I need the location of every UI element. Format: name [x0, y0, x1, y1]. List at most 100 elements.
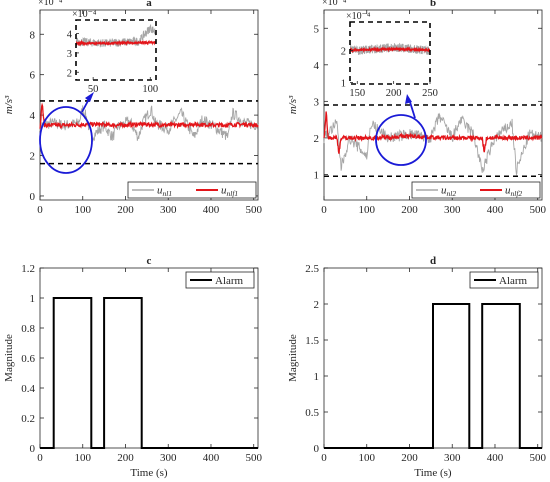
highlight-ellipse [375, 114, 427, 166]
legend-label-nlf2: unlf2 [505, 185, 522, 199]
zoom-arrow-head [85, 92, 94, 102]
inset-border [349, 21, 431, 85]
inset-border [75, 19, 157, 81]
inset-x-tick-label: 50 [88, 84, 99, 95]
x-tick-label: 200 [117, 452, 134, 464]
legend-box [411, 181, 541, 199]
legend-label-main: u [157, 185, 163, 197]
inset-y-tick-label: 1 [341, 78, 346, 89]
x-tick-label: 500 [529, 452, 546, 464]
inset-panel: 50 100 2 3 4 ×10⁻⁴ [67, 9, 158, 95]
legend-label-alarm: Alarm [499, 275, 528, 287]
x-tick-label: 100 [74, 204, 91, 216]
series-line-nlf1 [39, 102, 259, 130]
inset-y-tick-label: 4 [67, 30, 73, 41]
x-tick-label: 100 [358, 452, 375, 464]
chart-panel-b: 0 100 200 300 400 500 1 2 3 4 5 b ×10⁻⁴ m/s³ 150 200 250… [287, 0, 546, 216]
legend: unl2 unlf2 [411, 181, 541, 199]
x-tick-label: 300 [444, 452, 461, 464]
x-tick-label: 0 [37, 204, 43, 216]
panel-title: a [146, 0, 152, 9]
y-tick-label: 2 [30, 151, 36, 163]
y-tick-label: 5 [314, 23, 320, 35]
legend-label-sub: nlf1 [227, 189, 239, 198]
inset-x-tick-label: 250 [422, 88, 438, 99]
y-tick-label: 1 [314, 169, 320, 181]
x-tick-label: 100 [358, 204, 375, 216]
y-axis-label: Magnitude [3, 334, 15, 382]
panel-title: d [430, 255, 436, 267]
inset-x-tick-label: 200 [386, 88, 402, 99]
y-tick-label: 0.6 [21, 353, 35, 365]
legend-box [469, 271, 539, 289]
inset-y-exponent: ×10⁻⁴ [72, 9, 97, 20]
inset-series-line-nl1 [76, 24, 156, 48]
series-line-alarm [324, 303, 542, 449]
highlight-ellipse [39, 106, 93, 174]
x-tick-label: 300 [444, 204, 461, 216]
legend: Alarm [469, 271, 539, 289]
chart-panel-a: 0 100 200 300 400 500 0 2 4 6 8 a ×10⁻⁴ m/s³ 50 100 2 3 4 ×… [3, 0, 262, 216]
y-tick-label: 2 [314, 299, 320, 311]
y-tick-label: 8 [30, 29, 36, 41]
inset-plot-area [76, 24, 156, 48]
x-tick-label: 0 [37, 452, 43, 464]
x-tick-label: 0 [321, 452, 327, 464]
x-tick-label: 500 [529, 204, 546, 216]
legend-label-main: u [441, 185, 447, 197]
inset-y-tick-label: 2 [341, 47, 346, 58]
y-exponent: ×10⁻⁴ [322, 0, 347, 8]
x-tick-label: 200 [117, 204, 134, 216]
x-tick-label: 400 [487, 452, 504, 464]
zoom-arrow [81, 98, 90, 113]
x-tick-label: 400 [487, 204, 504, 216]
x-tick-label: 100 [74, 452, 91, 464]
legend-label-main: u [221, 185, 227, 197]
legend-label-nl2: unl2 [441, 185, 456, 199]
inset-x-tick-label: 100 [142, 84, 158, 95]
x-tick-label: 500 [245, 204, 262, 216]
inset-y-tick-label: 3 [67, 49, 72, 60]
x-tick-label: 500 [245, 452, 262, 464]
y-tick-label: 4 [30, 110, 36, 122]
y-axis-label: Magnitude [287, 334, 299, 382]
inset-x-tick-label: 150 [349, 88, 365, 99]
y-tick-label: 0.4 [21, 383, 35, 395]
plot-area [39, 267, 259, 449]
panel-title: b [430, 0, 436, 9]
y-tick-label: 0.8 [21, 323, 35, 335]
inset-y-tick-label: 2 [67, 68, 72, 79]
legend-label-main: u [505, 185, 511, 197]
x-axis-label: Time (s) [414, 467, 452, 479]
legend-label-nl1: unl1 [157, 185, 172, 199]
inset-panel: 150 200 250 1 2 ×10⁻⁴ [341, 11, 438, 99]
legend-label-sub: nl2 [447, 189, 457, 198]
y-axis-label: m/s³ [3, 95, 15, 114]
x-tick-label: 200 [401, 204, 418, 216]
chart-panel-d: 0 100 200 300 400 500 0 0.5 1 1.5 2 2.5 d Time (s) Mag… [287, 255, 546, 479]
y-tick-label: 2.5 [305, 263, 319, 275]
series-line-nl1 [39, 105, 259, 142]
legend-label-nlf1: unlf1 [221, 185, 238, 199]
y-tick-label: 4 [314, 60, 320, 72]
legend-box [185, 271, 255, 289]
legend-box [127, 181, 257, 199]
y-tick-label: 1.2 [21, 263, 35, 275]
y-tick-label: 0 [314, 443, 320, 455]
x-tick-label: 400 [203, 452, 220, 464]
series-line-nl2 [323, 112, 543, 177]
inset-series-line-nlf1 [76, 39, 156, 47]
x-tick-label: 400 [203, 204, 220, 216]
x-tick-label: 200 [401, 452, 418, 464]
y-tick-label: 2 [314, 133, 320, 145]
y-axis-label: m/s³ [287, 95, 299, 114]
legend-label-sub: nl1 [163, 189, 173, 198]
zoom-arrow-head [405, 94, 412, 104]
x-tick-label: 300 [160, 204, 177, 216]
chart-panel-c: 0 100 200 300 400 500 0 0.2 0.4 0.6 0.8 1 1.2 c Time (… [3, 255, 262, 479]
legend-label-alarm: Alarm [215, 275, 244, 287]
y-tick-label: 0 [30, 191, 36, 203]
legend: Alarm [185, 271, 255, 289]
y-tick-label: 1 [30, 293, 36, 305]
panel-title: c [147, 255, 152, 267]
